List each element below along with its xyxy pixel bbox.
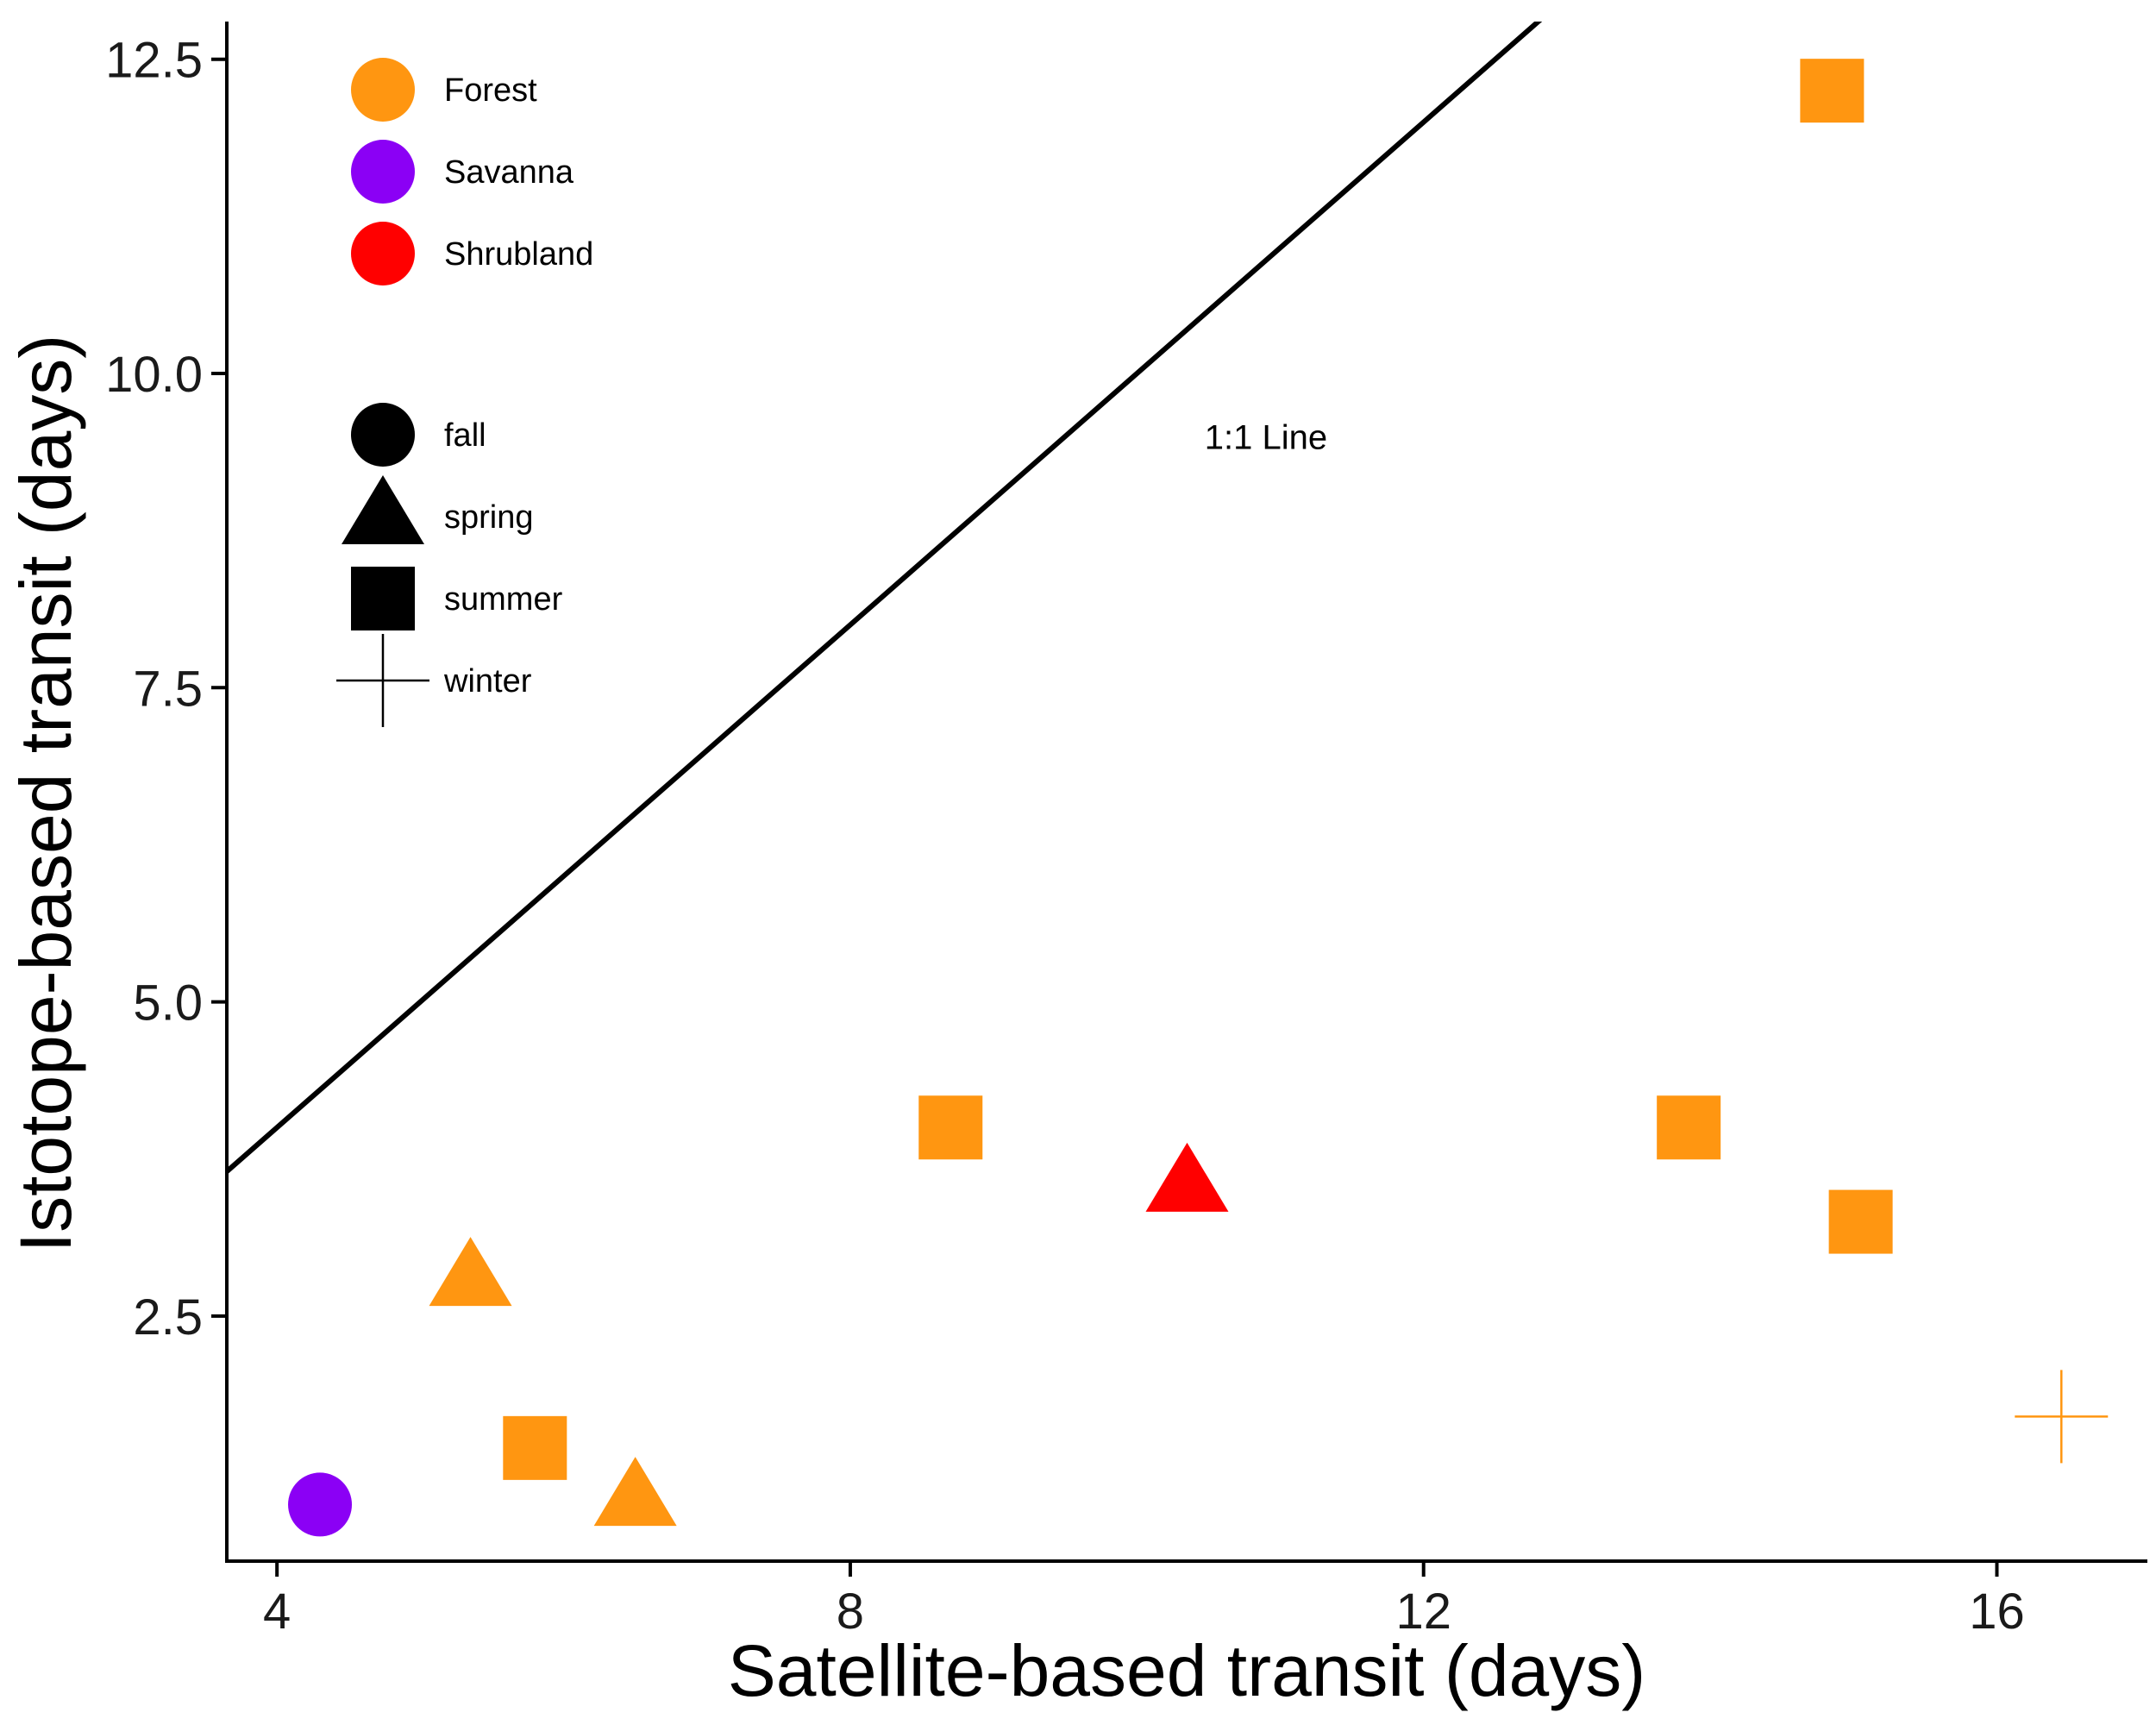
legend-label: spring bbox=[444, 499, 534, 536]
legend-shape-key bbox=[351, 403, 415, 467]
data-point bbox=[1145, 1142, 1229, 1212]
data-point bbox=[1657, 1095, 1721, 1160]
legend-shape-key bbox=[336, 634, 429, 727]
x-tick-label: 4 bbox=[263, 1584, 291, 1640]
x-tick-label: 16 bbox=[1969, 1584, 2025, 1640]
x-tick-label: 8 bbox=[837, 1584, 864, 1640]
y-tick-label: 5.0 bbox=[133, 975, 203, 1032]
reference-line-1-to-1 bbox=[227, 22, 1543, 1174]
y-tick-label: 10.0 bbox=[105, 347, 203, 403]
y-axis-title: Istotope-based transit (days) bbox=[5, 335, 86, 1253]
x-tick-label: 12 bbox=[1395, 1584, 1451, 1640]
legend: Forest Savanna Shrubland fall spring summer wi… bbox=[336, 58, 593, 727]
legend-color-key bbox=[351, 58, 415, 122]
data-point bbox=[503, 1415, 567, 1480]
legend-shape-key bbox=[351, 567, 415, 630]
x-axis-title: Satellite-based transit (days) bbox=[728, 1630, 1645, 1711]
data-point bbox=[429, 1237, 512, 1307]
legend-shape-key bbox=[342, 475, 424, 544]
legend-label: Savanna bbox=[444, 154, 574, 191]
y-tick-label: 2.5 bbox=[133, 1289, 203, 1346]
y-tick-label: 7.5 bbox=[133, 661, 203, 717]
data-point bbox=[1800, 59, 1865, 123]
axis-ticks: 4 8 12 16 2.5 5.0 7.5 10.0 12.5 bbox=[105, 33, 2025, 1640]
legend-label: fall bbox=[444, 417, 486, 454]
legend-label: winter bbox=[443, 663, 532, 699]
legend-color-key bbox=[351, 140, 415, 204]
data-point bbox=[1828, 1189, 1893, 1254]
y-tick-label: 12.5 bbox=[105, 33, 203, 89]
legend-label: Forest bbox=[444, 72, 537, 109]
legend-label: Shrubland bbox=[444, 236, 593, 273]
reference-line-label: 1:1 Line bbox=[1205, 418, 1327, 456]
legend-color-key bbox=[351, 222, 415, 285]
data-point bbox=[593, 1457, 677, 1527]
data-point bbox=[918, 1095, 983, 1160]
data-point bbox=[2015, 1370, 2109, 1464]
legend-label: summer bbox=[444, 581, 563, 618]
plot-area bbox=[227, 22, 2109, 1537]
axes bbox=[225, 22, 2147, 1563]
data-point bbox=[288, 1472, 353, 1537]
